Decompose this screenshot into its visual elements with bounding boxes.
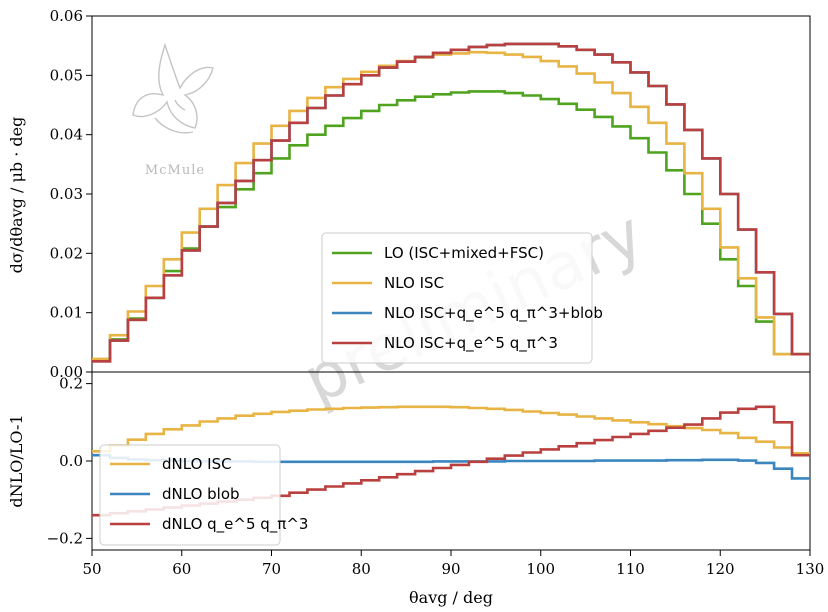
bottom-legend-label: dNLO blob [162, 485, 240, 503]
bottom-y-tick-label: 0.0 [59, 452, 83, 470]
x-tick-label: 100 [526, 560, 555, 578]
x-tick-label: 120 [706, 560, 735, 578]
x-axis-label: θavg / deg [409, 588, 493, 607]
top-legend-label: NLO ISC+q_e^5 q_π^3 [384, 334, 558, 353]
x-tick-label: 60 [172, 560, 191, 578]
top-y-tick-label: 0.01 [50, 304, 83, 322]
bottom-legend-label: dNLO q_e^5 q_π^3 [162, 515, 308, 534]
mcmule-logo [132, 42, 214, 134]
x-tick-label: 50 [82, 560, 101, 578]
bottom-y-tick-label: 0.2 [59, 375, 83, 393]
top-y-axis-label: dσ/dθavg / μb · deg [7, 117, 26, 274]
bottom-series-line-1 [92, 405, 810, 455]
top-y-tick-label: 0.04 [50, 126, 83, 144]
top-legend-label: NLO ISC [384, 274, 444, 292]
top-y-tick-label: 0.03 [50, 185, 83, 203]
top-legend: LO (ISC+mixed+FSC) NLO ISC NLO ISC+q_e^5 q… [321, 232, 603, 364]
top-y-tick-label: 0.06 [50, 7, 83, 25]
x-tick-label: 70 [262, 560, 281, 578]
top-y-tick-label: 0.00 [50, 363, 83, 381]
top-legend-label: LO (ISC+mixed+FSC) [384, 244, 544, 262]
x-tick-label: 90 [441, 560, 460, 578]
top-legend-label: NLO ISC+q_e^5 q_π^3+blob [384, 304, 603, 323]
bottom-y-tick-label: −0.2 [47, 529, 83, 547]
bottom-panel: −0.2 0.0 0.2 50 60 70 80 90 100 110 120 130 dNLO/L… [7, 371, 825, 607]
logo-text: McMule [145, 163, 205, 178]
x-tick-label: 110 [616, 560, 645, 578]
x-tick-label: 130 [796, 560, 825, 578]
x-tick-label: 80 [352, 560, 371, 578]
bottom-legend-label: dNLO ISC [162, 455, 232, 473]
top-y-tick-label: 0.02 [50, 244, 83, 262]
bottom-legend: dNLO ISC dNLO blob dNLO q_e^5 q_π^3 [99, 444, 308, 546]
bottom-y-axis-label: dNLO/LO-1 [7, 414, 26, 507]
top-series-line-4 [92, 42, 810, 363]
top-y-tick-label: 0.05 [50, 66, 83, 84]
top-panel: 0.00 0.01 0.02 0.03 0.04 0.05 0.06 dσ/dθavg / … [7, 7, 811, 381]
